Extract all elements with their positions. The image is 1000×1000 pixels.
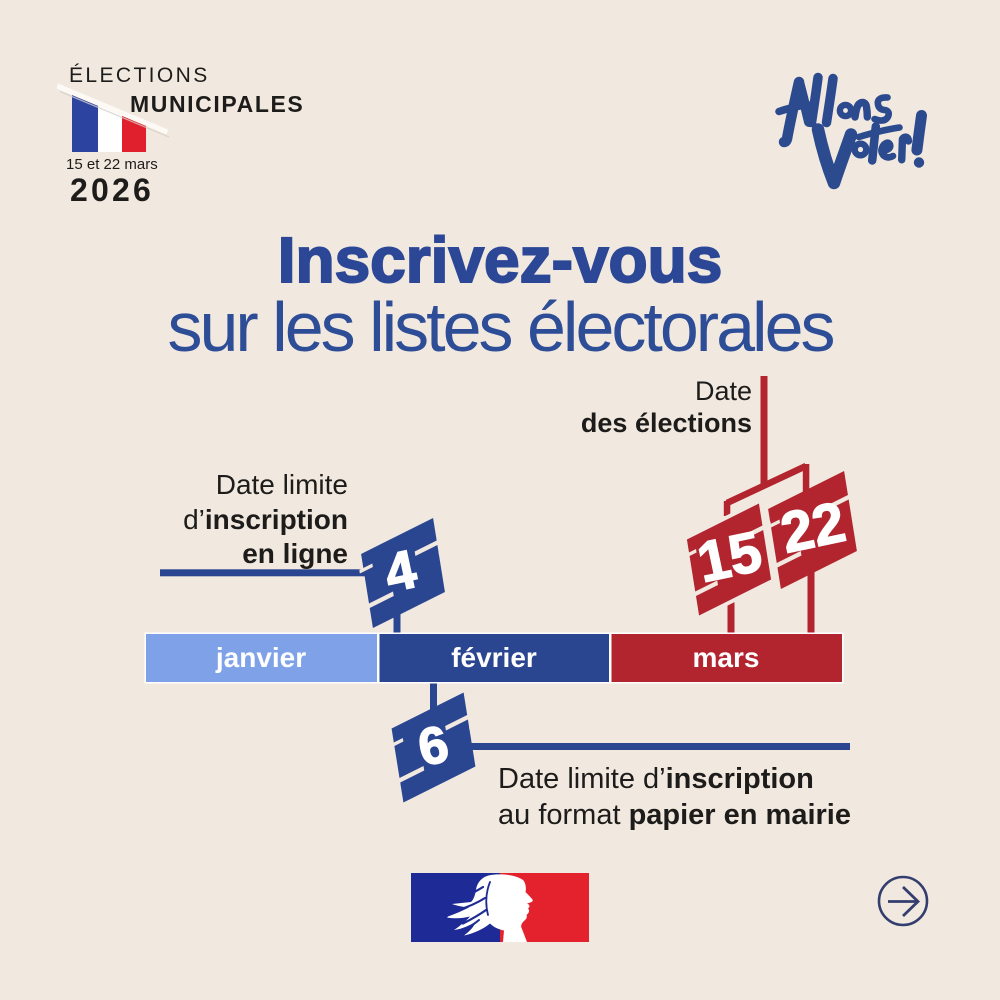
svg-text:janvier: janvier	[215, 642, 306, 673]
svg-text:22: 22	[775, 490, 850, 566]
svg-text:février: février	[451, 642, 537, 673]
svg-text:15: 15	[692, 519, 767, 595]
svg-text:mars: mars	[693, 642, 760, 673]
